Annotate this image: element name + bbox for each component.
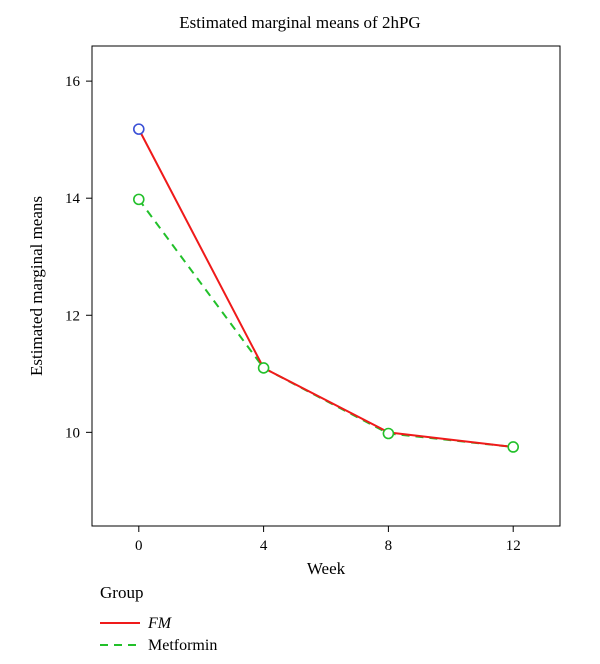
series-marker-fm [134,124,144,134]
legend-header: Group [100,583,143,602]
y-axis-label: Estimated marginal means [27,196,46,376]
chart-root: Estimated marginal means of 2hPG 0 4 8 12 Wee… [0,0,600,664]
y-tick-label: 10 [65,425,80,441]
series-marker-metformin [259,363,269,373]
x-axis-label: Week [307,559,346,578]
legend-label-metformin: Metformin [148,637,217,654]
y-tick-label: 14 [65,191,81,207]
series-marker-metformin [134,194,144,204]
legend-label-fm: FM [147,615,173,632]
chart-title: Estimated marginal means of 2hPG [179,13,420,32]
x-tick-label: 12 [506,538,521,554]
y-tick-label: 16 [65,74,81,90]
x-tick-label: 4 [260,538,268,554]
series-marker-metformin [508,442,518,452]
chart-bg [0,0,600,664]
y-tick-label: 12 [65,308,80,324]
x-tick-label: 8 [385,538,393,554]
series-marker-metformin [383,429,393,439]
x-tick-label: 0 [135,538,143,554]
